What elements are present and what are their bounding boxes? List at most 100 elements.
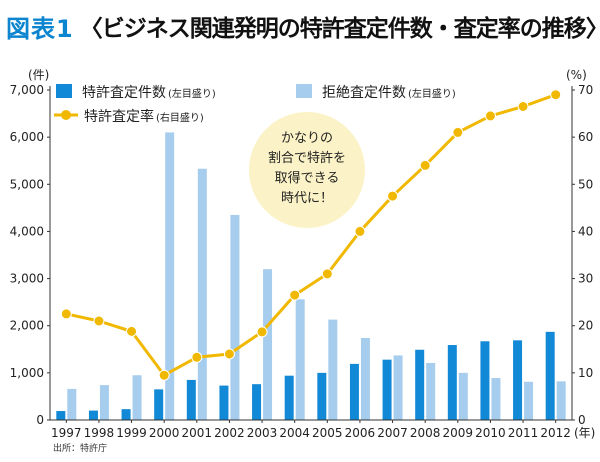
rate-point-2008 [419, 159, 431, 171]
bar-granted-2005 [317, 372, 327, 420]
left-tick-label: 3,000 [10, 272, 44, 286]
legend-granted-swatch [56, 84, 72, 98]
right-tick-label: 50 [578, 177, 593, 191]
chart-title-badge: 図表1 [6, 14, 74, 43]
bar-rejected-2000 [165, 132, 175, 420]
bar-granted-2009 [447, 345, 457, 420]
bar-rejected-2009 [458, 372, 468, 420]
rate-point-2006 [354, 225, 366, 237]
rate-point-2009 [452, 126, 464, 138]
left-tick-label: 5,000 [10, 177, 44, 191]
left-axis-unit: (件) [28, 68, 49, 82]
rate-point-1999 [126, 325, 138, 337]
bar-rejected-2004 [295, 299, 305, 420]
bar-granted-2008 [415, 349, 425, 420]
bar-granted-2000 [154, 389, 164, 420]
x-tick-label: 2000 [149, 426, 180, 440]
legend-rate-label: 特許査定率 [84, 108, 154, 125]
source-note: 出所：特許庁 [53, 442, 107, 454]
bar-granted-2003 [252, 384, 262, 420]
bar-granted-2012 [545, 331, 555, 420]
bar-layer [56, 132, 566, 420]
bar-granted-1999 [121, 409, 131, 420]
x-tick-label: 2010 [475, 426, 506, 440]
bar-granted-1997 [56, 411, 66, 420]
x-tick-label: 1998 [84, 426, 115, 440]
chart-title-text: 〈ビジネス関連発明の特許査定件数・査定率の推移〉 [79, 16, 600, 42]
x-tick-label: 2005 [312, 426, 343, 440]
rate-point-2003 [256, 326, 268, 338]
rate-point-1997 [60, 308, 72, 320]
callout-line-2: 割合で特許を [268, 150, 346, 166]
right-tick-label: 60 [578, 130, 593, 144]
bar-granted-2006 [349, 363, 359, 420]
axes-layer: 0 1,000 2,000 3,000 4,000 5,000 6,000 7,000 0 10 2… [10, 83, 594, 440]
bar-rejected-2005 [328, 319, 338, 420]
right-tick-label: 20 [578, 319, 593, 333]
bar-rejected-2012 [556, 381, 566, 420]
bar-rejected-2006 [360, 337, 370, 420]
right-tick-label: 40 [578, 224, 593, 238]
rate-point-1998 [93, 315, 105, 327]
x-tick-label: 1997 [51, 426, 82, 440]
bar-granted-2007 [382, 359, 392, 420]
chart-title: 図表1 〈ビジネス関連発明の特許査定件数・査定率の推移〉 [6, 6, 600, 46]
legend-granted-label: 特許査定件数 [82, 85, 166, 101]
legend: 特許査定件数 (左目盛り) 拒絶査定件数 (左目盛り)特許査定率 (右目盛り) [54, 84, 456, 125]
rate-point-2000 [158, 369, 170, 381]
x-tick-label: 2006 [345, 426, 376, 440]
bar-granted-2010 [480, 341, 490, 420]
bar-granted-2011 [513, 340, 523, 420]
x-tick-label: 2012 [540, 426, 571, 440]
bar-granted-2002 [219, 385, 229, 420]
bar-rejected-2010 [491, 378, 501, 420]
rate-point-2002 [223, 348, 235, 360]
bar-rejected-2008 [426, 362, 436, 420]
right-tick-label: 10 [578, 366, 593, 380]
callout-line-3: 取得できる [275, 170, 340, 186]
right-tick-label: 70 [578, 83, 593, 97]
x-axis-unit: (年) [574, 426, 595, 440]
callout-bubble-group: かなりの 割合で特許を 取得できる 時代に！ [249, 112, 365, 228]
rate-line [65, 93, 557, 377]
x-tick-label: 2004 [279, 426, 310, 440]
legend-granted-axis-note: (左目盛り) [168, 87, 216, 100]
bar-granted-2004 [284, 375, 294, 420]
rate-point-2010 [484, 110, 496, 122]
callout-bubble [249, 112, 365, 228]
x-tick-label: 2008 [410, 426, 441, 440]
callout-line-4: 時代に！ [281, 191, 333, 206]
right-tick-label: 30 [578, 272, 593, 286]
legend-rate-axis-note: (右目盛り) [156, 111, 204, 124]
legend-rejected-axis-note: (左目盛り) [408, 87, 456, 100]
left-tick-label: 2,000 [10, 319, 44, 333]
bar-rejected-1999 [132, 375, 142, 420]
bar-rejected-2003 [263, 269, 273, 420]
bar-granted-2001 [186, 379, 196, 420]
rate-line-layer [60, 89, 562, 381]
rate-point-2004 [289, 289, 301, 301]
rate-point-2012 [550, 89, 562, 101]
x-tick-label: 2007 [377, 426, 408, 440]
legend-rejected-swatch [296, 84, 312, 98]
left-tick-label: 6,000 [10, 130, 44, 144]
right-axis-unit: (%) [566, 68, 587, 82]
legend-rate-swatch-marker [61, 110, 71, 120]
callout-line-1: かなりの [281, 131, 333, 146]
right-tick-label: 0 [578, 413, 586, 427]
legend-rejected-label: 拒絶査定件数 [322, 85, 406, 101]
bar-granted-1998 [88, 410, 98, 420]
rate-point-2007 [387, 190, 399, 202]
bar-rejected-1997 [67, 388, 77, 420]
bar-rejected-1998 [99, 385, 109, 420]
rate-point-2011 [517, 101, 529, 112]
bar-rejected-2007 [393, 355, 403, 420]
left-tick-label: 7,000 [10, 83, 44, 97]
rate-point-2001 [191, 351, 203, 363]
x-tick-label: 2011 [508, 426, 539, 440]
bar-rejected-2002 [230, 214, 240, 420]
left-tick-label: 1,000 [10, 366, 44, 380]
left-tick-label: 4,000 [10, 224, 44, 238]
x-tick-label: 2002 [214, 426, 245, 440]
